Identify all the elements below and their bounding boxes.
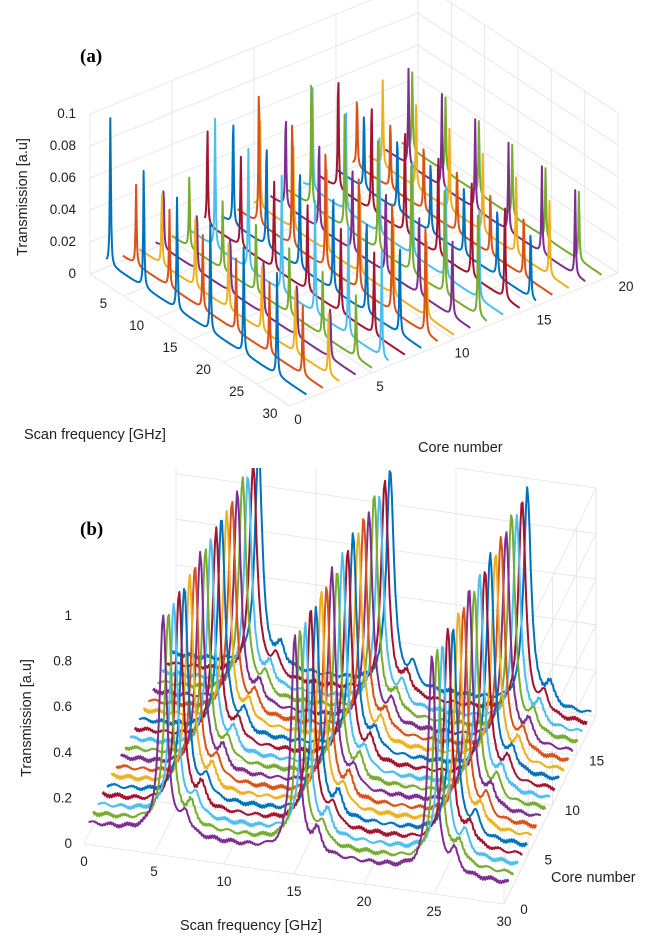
- tick-labels-a: 5 10 15 20 25 30 0 5 10 15 20 0 0.02 0.04 0.06 0.08 0.1: [50, 106, 634, 427]
- z-tick-label: 0.06: [50, 170, 76, 185]
- grid-line: [417, 140, 619, 274]
- grid-line: [503, 670, 597, 859]
- grid-line: [108, 794, 529, 855]
- grid-line: [503, 533, 597, 722]
- grid-line: [417, 108, 619, 242]
- z-tick-label: 0.04: [50, 202, 77, 217]
- grid-line: [293, 685, 387, 875]
- grid-line: [417, 76, 619, 210]
- grid-line: [417, 12, 619, 146]
- series-group-a: [105, 67, 603, 396]
- grid-line: [417, 44, 619, 178]
- grid-line: [89, 12, 419, 147]
- series-line-core-4: [155, 190, 357, 376]
- x-tick-label: 15: [162, 340, 177, 355]
- series-line-core-2: [122, 183, 324, 389]
- series-line-core-1: [105, 117, 307, 396]
- x-tick-label: 0: [80, 854, 88, 869]
- series-line-core-12: [138, 519, 560, 781]
- z-tick-label: 0.02: [50, 234, 76, 249]
- y-tick-label: 0: [294, 412, 302, 427]
- z-axis-label-a: Transmission [a.u]: [15, 138, 31, 256]
- x-tick-label: 5: [150, 864, 158, 879]
- series-line-core-11: [269, 120, 471, 329]
- y-tick-label: 15: [536, 312, 551, 327]
- y-axis-label-a: Core number: [418, 440, 503, 456]
- waterfall-chart-b: 0 5 10 15 20 25 30 0 5 10 15 0 0.2 0.4 0.6 0.8 1 (b) Cor…: [19, 468, 636, 934]
- z-tick-label: 0: [64, 836, 72, 851]
- x-axis-label-a: Scan frequency [GHz]: [24, 427, 166, 443]
- series-line-core-16: [352, 101, 553, 296]
- y-tick-label: 0: [520, 902, 528, 917]
- y-tick-label: 15: [589, 754, 604, 769]
- series-line-core-5: [171, 176, 373, 369]
- x-tick-label: 20: [356, 894, 371, 909]
- grid-line: [89, 44, 419, 179]
- z-axis-label-b: Transmission [a.u]: [19, 659, 35, 777]
- x-tick-label: 15: [286, 884, 301, 899]
- grid-line: [503, 715, 597, 905]
- z-tick-label: 0.6: [53, 699, 72, 714]
- z-tick-label: 0.8: [53, 654, 72, 669]
- series-line-core-13: [142, 510, 565, 772]
- x-tick-label: 30: [496, 914, 511, 929]
- series-line-core-9: [124, 548, 547, 811]
- series-line-core-2: [92, 613, 515, 876]
- series-line-core-1: [88, 614, 510, 885]
- series-line-core-3: [138, 193, 340, 382]
- series-line-core-9: [237, 95, 439, 342]
- series-line-core-4: [101, 591, 523, 856]
- chart-panel-a: 5 10 15 20 25 30 0 5 10 15 20 0 0.02 0.04 0.06 0.08 0.1 …: [15, 0, 634, 456]
- series-line-core-19: [401, 71, 603, 276]
- series-line-core-6: [110, 573, 533, 837]
- series-group-b: [88, 468, 592, 885]
- series-line-core-10: [253, 120, 455, 336]
- z-tick-label: 0.08: [50, 138, 76, 153]
- chart-panel-b: 0 5 10 15 20 25 30 0 5 10 15 0 0.2 0.4 0.6 0.8 1 (b) Cor…: [0, 468, 649, 936]
- grid-line: [446, 0, 619, 114]
- grid-line: [89, 0, 373, 115]
- panel-label-b: (b): [80, 519, 103, 540]
- z-tick-label: 0: [68, 266, 76, 281]
- grid-line: [503, 624, 597, 813]
- y-tick-label: 10: [454, 346, 469, 361]
- z-tick-label: 0.1: [57, 106, 76, 121]
- series-line-core-7: [203, 130, 406, 356]
- y-tick-label: 10: [565, 803, 580, 818]
- grid-line: [171, 240, 373, 374]
- x-tick-label: 25: [229, 384, 244, 399]
- y-tick-label: 20: [618, 279, 633, 294]
- z-tick-label: 0.2: [53, 790, 72, 805]
- x-tick-label: 25: [426, 904, 441, 919]
- y-axis-label-b: Core number: [551, 870, 636, 886]
- grid-line: [453, 468, 597, 489]
- y-tick-label: 5: [376, 379, 384, 394]
- series-line-core-5: [106, 587, 528, 848]
- panel-label-a: (a): [80, 46, 102, 67]
- x-axis-label-b: Scan frequency [GHz]: [180, 918, 322, 934]
- x-tick-label: 10: [216, 874, 231, 889]
- z-tick-label: 0.4: [53, 745, 72, 760]
- grid-line: [89, 273, 291, 407]
- y-tick-label: 5: [544, 853, 552, 868]
- x-tick-label: 30: [262, 406, 277, 421]
- series-line-core-17: [368, 79, 570, 289]
- series-line-core-16: [157, 476, 579, 744]
- x-tick-label: 5: [100, 296, 108, 311]
- x-tick-label: 10: [129, 318, 144, 333]
- x-tick-label: 20: [196, 362, 211, 377]
- grid-line: [253, 207, 455, 340]
- series-line-core-8: [220, 124, 422, 349]
- series-line-core-13: [302, 87, 504, 316]
- grid-line: [153, 665, 247, 855]
- grid-line: [83, 843, 505, 905]
- z-tick-label: 1: [64, 608, 72, 623]
- series-line-core-17: [161, 476, 584, 733]
- tick-labels-b: 0 5 10 15 20 25 30 0 5 10 15 0 0.2 0.4 0.6 0.8 1: [53, 608, 604, 929]
- series-line-core-18: [384, 67, 586, 283]
